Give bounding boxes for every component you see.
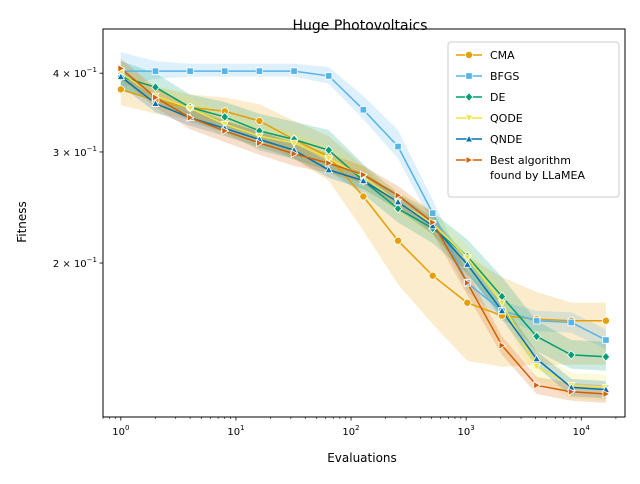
legend-label: Best algorithm found by LLaMEA bbox=[490, 154, 585, 182]
legend-marker bbox=[465, 155, 474, 165]
x-tick-label: 100 bbox=[112, 424, 129, 438]
point-qode bbox=[289, 139, 299, 148]
legend-label: BFGS bbox=[490, 70, 519, 83]
point-qnde bbox=[324, 165, 334, 174]
point-best-algorithm-found-by-llamea bbox=[429, 218, 438, 227]
point-best-algorithm-found-by-llamea bbox=[117, 64, 126, 73]
point-de bbox=[566, 349, 576, 360]
point-bfgs bbox=[602, 336, 610, 344]
point-bfgs bbox=[532, 317, 541, 325]
point-bfgs bbox=[186, 67, 194, 75]
point-bfgs bbox=[221, 67, 229, 75]
point-bfgs bbox=[359, 106, 368, 114]
point-de bbox=[324, 145, 334, 156]
point-qnde bbox=[463, 259, 472, 268]
point-best-algorithm-found-by-llamea bbox=[498, 341, 507, 350]
point-best-algorithm-found-by-llamea bbox=[533, 380, 542, 390]
point-qnde bbox=[393, 197, 403, 206]
point-best-algorithm-found-by-llamea bbox=[325, 158, 334, 168]
point-cma bbox=[428, 271, 437, 280]
point-best-algorithm-found-by-llamea bbox=[256, 138, 264, 148]
point-bfgs bbox=[429, 209, 437, 217]
legend: CMA BFGS DE QODE QNDE Best algorithm found by … bbox=[447, 41, 620, 198]
point-cma bbox=[359, 192, 368, 201]
legend-marker bbox=[464, 134, 474, 143]
point-best-algorithm-found-by-llamea bbox=[290, 149, 299, 159]
band-best-algorithm-found-by-llamea bbox=[120, 58, 606, 403]
legend-item-cma: CMA bbox=[456, 49, 515, 62]
point-best-algorithm-found-by-llamea bbox=[221, 126, 230, 136]
x-axis-label: Evaluations bbox=[327, 451, 397, 465]
point-qode bbox=[532, 363, 541, 372]
y-tick-label: 2 × 10−1 bbox=[53, 256, 97, 270]
point-qnde bbox=[151, 99, 160, 107]
legend-marker bbox=[464, 92, 474, 102]
legend-item-qnde: QNDE bbox=[456, 133, 522, 146]
point-qnde bbox=[532, 354, 541, 363]
legend-item-bfgs: BFGS bbox=[456, 70, 519, 83]
legend-label: CMA bbox=[490, 49, 515, 62]
y-tick-label: 4 × 10−1 bbox=[53, 66, 97, 80]
point-bfgs bbox=[567, 318, 575, 327]
point-qode bbox=[324, 155, 334, 163]
point-bfgs bbox=[151, 67, 160, 75]
point-cma bbox=[463, 298, 472, 307]
point-de bbox=[393, 203, 403, 214]
point-de bbox=[601, 351, 611, 362]
legend-item-best-algorithm-found-by-llamea: Best algorithm found by LLaMEA bbox=[456, 154, 585, 182]
x-tick-label: 103 bbox=[458, 424, 475, 438]
legend-marker bbox=[464, 114, 474, 123]
y-axis-label: Fitness bbox=[15, 201, 29, 243]
point-qnde bbox=[497, 306, 507, 315]
legend-item-qode: QODE bbox=[456, 112, 523, 125]
point-best-algorithm-found-by-llamea bbox=[464, 278, 472, 288]
point-best-algorithm-found-by-llamea bbox=[152, 93, 160, 102]
band-qode bbox=[120, 63, 606, 401]
point-best-algorithm-found-by-llamea bbox=[360, 170, 368, 180]
legend-item-de: DE bbox=[456, 91, 505, 104]
point-cma bbox=[116, 85, 125, 94]
legend-label: DE bbox=[490, 91, 505, 104]
point-cma bbox=[601, 316, 610, 325]
legend-marker bbox=[465, 72, 473, 80]
chart-title: Huge Photovoltaics bbox=[293, 18, 428, 34]
point-bfgs bbox=[325, 72, 333, 80]
point-qnde bbox=[359, 176, 368, 185]
band-de bbox=[120, 61, 606, 371]
point-best-algorithm-found-by-llamea bbox=[394, 191, 403, 200]
band-cma bbox=[120, 75, 606, 367]
point-de bbox=[532, 331, 541, 342]
x-tick-label: 101 bbox=[227, 424, 244, 438]
point-qnde bbox=[116, 72, 126, 80]
series-markers bbox=[116, 64, 611, 399]
x-tick-label: 102 bbox=[342, 424, 359, 438]
legend-marker bbox=[464, 51, 473, 60]
legend-label: QNDE bbox=[490, 133, 522, 146]
point-best-algorithm-found-by-llamea bbox=[567, 387, 576, 397]
point-qode bbox=[497, 299, 507, 308]
x-axis: 100 101 102 103 104 bbox=[102, 417, 617, 438]
point-cma bbox=[255, 116, 264, 125]
point-qode bbox=[185, 104, 195, 113]
x-tick-label: 104 bbox=[573, 424, 591, 438]
legend-frame bbox=[447, 41, 620, 198]
legend-label: QODE bbox=[490, 112, 523, 125]
point-bfgs bbox=[290, 67, 298, 75]
point-cma bbox=[394, 236, 403, 245]
y-axis: 2 × 10−1 3 × 10−1 4 × 10−1 bbox=[53, 66, 103, 270]
point-bfgs bbox=[255, 67, 264, 75]
point-bfgs bbox=[394, 142, 402, 151]
y-tick-label: 3 × 10−1 bbox=[53, 145, 97, 159]
point-best-algorithm-found-by-llamea bbox=[602, 389, 611, 399]
point-qode bbox=[463, 254, 472, 263]
plot-area-frame bbox=[102, 28, 626, 418]
point-best-algorithm-found-by-llamea bbox=[186, 113, 195, 122]
point-de bbox=[151, 82, 160, 93]
